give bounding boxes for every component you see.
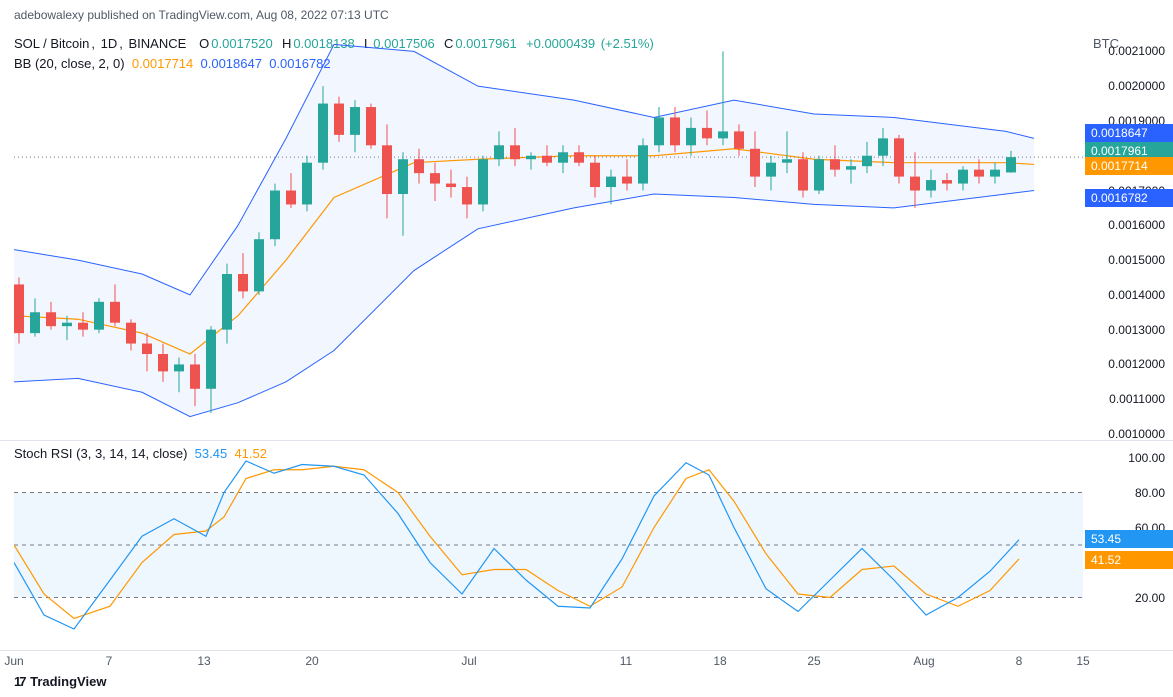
- ytick: 0.0016000: [1108, 218, 1165, 232]
- xtick: 7: [106, 654, 113, 668]
- xtick: 25: [807, 654, 820, 668]
- publish-header: adebowalexy published on TradingView.com…: [14, 8, 389, 22]
- rsi-tag: 41.52: [1085, 551, 1173, 569]
- ytick: 0.0010000: [1108, 427, 1165, 441]
- rsi-d: 41.52: [234, 446, 267, 461]
- price-tag: 0.0017714: [1085, 157, 1173, 175]
- xtick: 11: [620, 654, 632, 668]
- xtick: Aug: [913, 654, 934, 668]
- main-price-pane[interactable]: [14, 34, 1083, 434]
- rsi-chart-svg: [14, 440, 1083, 650]
- ytick: 0.0021000: [1108, 44, 1165, 58]
- rsi-legend: Stoch RSI (3, 3, 14, 14, close) 53.45 41…: [14, 446, 267, 461]
- xtick: 15: [1076, 654, 1089, 668]
- xtick: Jun: [4, 654, 23, 668]
- ytick: 0.0013000: [1108, 323, 1165, 337]
- ytick: 0.0020000: [1108, 79, 1165, 93]
- ytick: 0.0014000: [1108, 288, 1165, 302]
- rsi-name: Stoch RSI: [14, 446, 73, 461]
- price-tag: 0.0016782: [1085, 189, 1173, 207]
- main-chart-svg: [14, 34, 1083, 434]
- xtick: 18: [713, 654, 726, 668]
- ytick: 0.0012000: [1108, 357, 1165, 371]
- rsi-params: (3, 3, 14, 14, close): [76, 446, 187, 461]
- rsi-pane[interactable]: [14, 440, 1083, 650]
- ytick: 0.0011000: [1109, 392, 1165, 406]
- ytick: 80.00: [1135, 486, 1165, 500]
- time-axis[interactable]: Jun71320Jul111825Aug815: [14, 650, 1083, 676]
- rsi-k: 53.45: [195, 446, 228, 461]
- price-tag: 0.0018647: [1085, 124, 1173, 142]
- ytick: 100.00: [1128, 451, 1165, 465]
- rsi-y-axis[interactable]: 20.0040.0060.0080.00100.0053.4541.52: [1085, 440, 1173, 650]
- xtick: Jul: [461, 654, 476, 668]
- ytick: 0.0015000: [1108, 253, 1165, 267]
- xtick: 8: [1016, 654, 1023, 668]
- rsi-tag: 53.45: [1085, 530, 1173, 548]
- tradingview-logo: 17 TradingView: [14, 674, 106, 689]
- ytick: 20.00: [1135, 591, 1165, 605]
- main-y-axis[interactable]: 0.00100000.00110000.00120000.00130000.00…: [1085, 34, 1173, 434]
- xtick: 13: [197, 654, 210, 668]
- xtick: 20: [305, 654, 318, 668]
